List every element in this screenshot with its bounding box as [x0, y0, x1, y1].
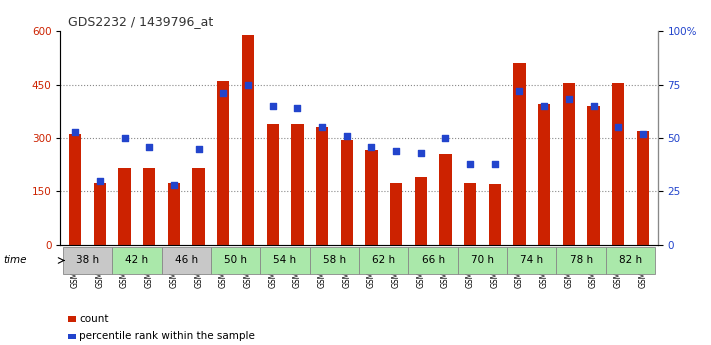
Point [292, 105, 303, 111]
Bar [161, 246, 211, 275]
Point [612, 125, 624, 130]
Text: count: count [79, 314, 108, 324]
Text: 82 h: 82 h [619, 255, 642, 265]
Bar [612, 83, 624, 245]
Bar [538, 104, 550, 245]
Bar [310, 246, 359, 275]
Point [169, 182, 180, 188]
Bar [507, 246, 557, 275]
Bar [464, 183, 476, 245]
Bar [439, 154, 451, 245]
Bar [587, 106, 599, 245]
Text: 66 h: 66 h [422, 255, 444, 265]
Text: GDS2232 / 1439796_at: GDS2232 / 1439796_at [68, 14, 213, 28]
Point [439, 135, 451, 141]
Point [588, 103, 599, 109]
Text: 78 h: 78 h [570, 255, 593, 265]
Bar [193, 168, 205, 245]
Bar [119, 168, 131, 245]
Bar [408, 246, 458, 275]
Bar [415, 177, 427, 245]
Point [218, 90, 229, 96]
Point [95, 178, 106, 184]
Bar [513, 63, 525, 245]
Point [489, 161, 501, 166]
Point [193, 146, 204, 151]
Bar [260, 246, 310, 275]
Text: 74 h: 74 h [520, 255, 543, 265]
Bar [562, 83, 575, 245]
Bar [341, 140, 353, 245]
Point [390, 148, 402, 154]
Bar [267, 124, 279, 245]
Text: 42 h: 42 h [125, 255, 149, 265]
Bar [488, 184, 501, 245]
Bar [242, 34, 254, 245]
Text: percentile rank within the sample: percentile rank within the sample [79, 332, 255, 341]
Bar [211, 246, 260, 275]
Bar [217, 81, 230, 245]
Text: 46 h: 46 h [175, 255, 198, 265]
Point [144, 144, 155, 149]
Text: 70 h: 70 h [471, 255, 494, 265]
Bar [390, 183, 402, 245]
Point [341, 133, 353, 139]
Point [119, 135, 130, 141]
Point [464, 161, 476, 166]
Bar [458, 246, 507, 275]
Point [316, 125, 328, 130]
Point [70, 129, 81, 134]
Bar [69, 135, 82, 245]
Bar [636, 131, 649, 245]
Text: 54 h: 54 h [274, 255, 296, 265]
Text: 58 h: 58 h [323, 255, 346, 265]
Point [242, 82, 254, 87]
Point [514, 88, 525, 94]
Text: 62 h: 62 h [372, 255, 395, 265]
Bar [292, 124, 304, 245]
Bar [94, 183, 106, 245]
Bar [606, 246, 656, 275]
Point [267, 103, 279, 109]
Point [637, 131, 648, 137]
Bar [557, 246, 606, 275]
Bar [365, 150, 378, 245]
Text: 38 h: 38 h [76, 255, 99, 265]
Point [538, 103, 550, 109]
Text: 50 h: 50 h [224, 255, 247, 265]
Bar [359, 246, 408, 275]
Bar [63, 246, 112, 275]
Point [563, 97, 574, 102]
Bar [168, 183, 180, 245]
Point [365, 144, 377, 149]
Point [415, 150, 427, 156]
Bar [143, 168, 156, 245]
Bar [316, 127, 328, 245]
Bar [112, 246, 161, 275]
Text: time: time [4, 256, 27, 265]
